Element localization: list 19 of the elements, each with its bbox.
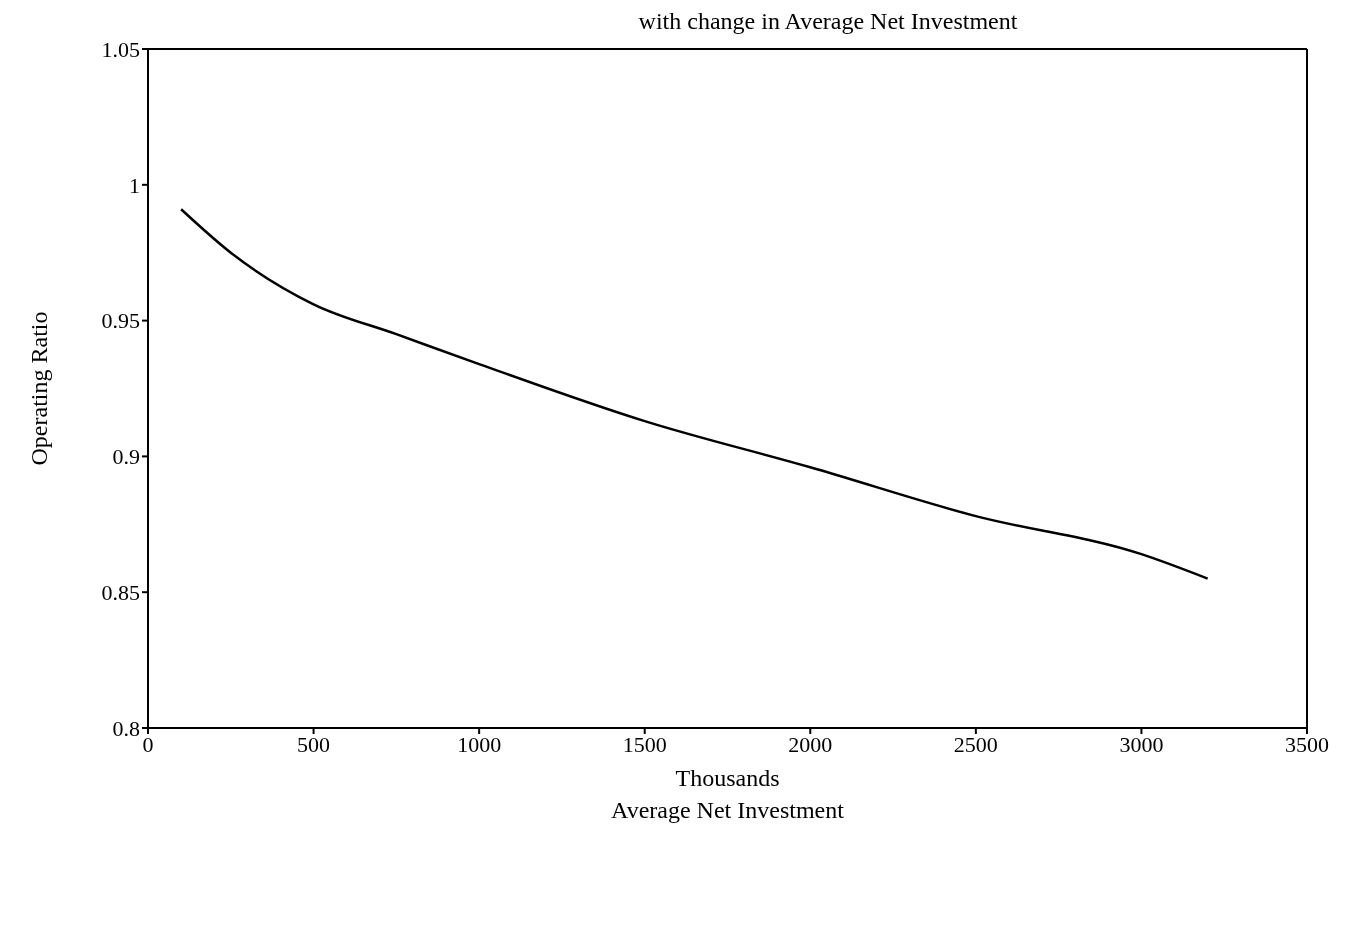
y-tick-label: 0.85 bbox=[101, 580, 140, 606]
y-tick-label: 0.95 bbox=[101, 308, 140, 334]
text: Thousands bbox=[675, 765, 780, 791]
x-tick-label: 3500 bbox=[1285, 731, 1329, 757]
y-tick-label: 1 bbox=[129, 172, 140, 198]
x-tick-label: 1500 bbox=[622, 731, 667, 757]
x-tick-label: 3000 bbox=[1119, 731, 1164, 757]
x-tick-label: 2000 bbox=[788, 731, 833, 757]
y-tick-label: 0.9 bbox=[112, 444, 140, 470]
line-series bbox=[179, 207, 1209, 580]
y-tick-label: 1.05 bbox=[101, 36, 140, 62]
y-tick-label: 0.8 bbox=[112, 715, 140, 741]
x-tick-label: 500 bbox=[297, 731, 331, 757]
x-tick-label: 0 bbox=[142, 731, 154, 757]
x-tick-label: 1000 bbox=[457, 731, 502, 757]
chart-title: with change in Average Net Investment bbox=[637, 8, 1019, 36]
y-axis-title: Operating Ratio bbox=[25, 311, 52, 466]
x-axis-title: Average Net Investment bbox=[611, 797, 845, 823]
x-tick-label: 2500 bbox=[953, 731, 998, 757]
